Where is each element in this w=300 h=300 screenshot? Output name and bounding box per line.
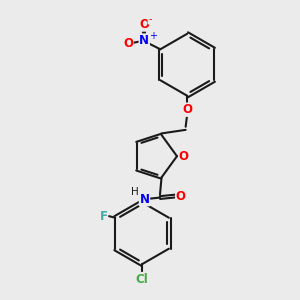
Text: O: O: [123, 37, 133, 50]
Text: Cl: Cl: [136, 273, 148, 286]
Text: N: N: [139, 34, 149, 47]
Text: N: N: [140, 193, 149, 206]
Text: O: O: [182, 103, 192, 116]
Text: O: O: [139, 18, 149, 31]
Text: +: +: [149, 31, 157, 41]
Text: -: -: [148, 14, 152, 24]
Text: H: H: [131, 187, 139, 197]
Text: O: O: [179, 150, 189, 163]
Text: F: F: [99, 210, 107, 223]
Text: O: O: [176, 190, 186, 202]
